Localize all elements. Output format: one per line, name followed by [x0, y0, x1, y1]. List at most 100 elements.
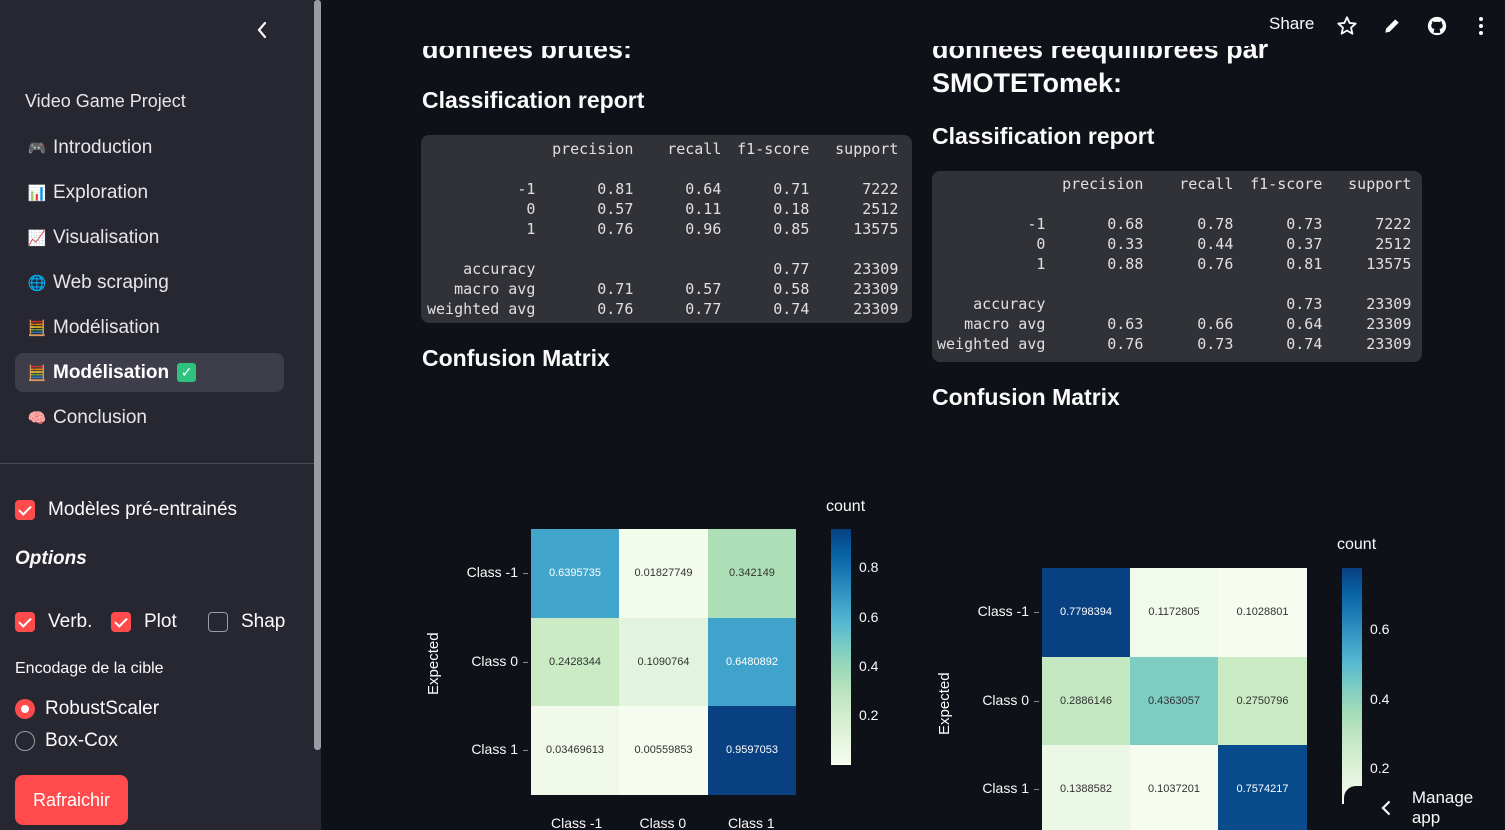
heatmap-ylabel: Expected: [425, 632, 442, 695]
report-cell: f1-score: [737, 140, 810, 158]
report-cell: support: [1348, 175, 1412, 193]
abacus-icon: 🧮: [27, 364, 47, 382]
report-cell: 0.71: [597, 280, 634, 298]
colorbar-tick-label: 0.4: [1370, 690, 1390, 707]
report-cell: 1: [526, 220, 536, 238]
report-cell: 0.73: [1197, 335, 1234, 353]
more-vertical-icon[interactable]: [1469, 14, 1493, 38]
report-spacer-row: [427, 159, 898, 179]
report-cell: 0.77: [773, 260, 810, 278]
colorbar-tick-label: 0.2: [1370, 760, 1390, 777]
heatmap-cell: 0.2750796: [1218, 656, 1307, 745]
encodage-label: Encodage de la cible: [15, 660, 164, 677]
report-cell: 0.74: [773, 300, 810, 318]
heatmap-cell: 0.2886146: [1042, 656, 1130, 745]
nav-item-introduction[interactable]: 🎮 Introduction: [15, 128, 284, 167]
report-cell: -1: [517, 180, 536, 198]
collapse-sidebar-button[interactable]: [248, 16, 276, 44]
report-cell: 0.88: [1107, 255, 1144, 273]
nav-item-modelisation-active[interactable]: 🧮 Modélisation ✓: [15, 353, 284, 392]
report-header-row: precision recall f1-score support: [427, 139, 898, 159]
chevron-left-icon: [1381, 801, 1390, 815]
nav-item-conclusion[interactable]: 🧠 Conclusion: [15, 398, 284, 437]
heatmap-cell: 0.1037201: [1130, 745, 1218, 830]
report-cell: 0.18: [773, 200, 810, 218]
heatmap-row-label: Class 0: [982, 691, 1029, 708]
sidebar-scrollbar[interactable]: [314, 0, 321, 750]
heatmap-cell: 0.7574217: [1218, 745, 1307, 830]
pretrained-checkbox[interactable]: Modèles pré-entrainés: [15, 499, 237, 521]
nav-item-web-scraping[interactable]: 🌐 Web scraping: [15, 263, 284, 302]
report-cell: [427, 139, 535, 159]
heatmap-cell: 0.1172805: [1130, 568, 1218, 657]
nav-item-visualisation[interactable]: 📈 Visualisation: [15, 218, 284, 257]
report-cell: 23309: [853, 280, 899, 298]
report-cell: recall: [667, 140, 722, 158]
nav-item-modelisation[interactable]: 🧮 Modélisation: [15, 308, 284, 347]
star-icon[interactable]: [1335, 14, 1359, 38]
checkbox-unchecked-icon: [208, 612, 228, 632]
report-cell: support: [835, 140, 899, 158]
heatmap-tick: [523, 573, 528, 575]
radio-selected-icon: [15, 699, 35, 719]
pencil-icon[interactable]: [1380, 14, 1404, 38]
report-cell: 0.57: [685, 280, 722, 298]
verb-label: Verb.: [48, 611, 93, 632]
nav-item-exploration[interactable]: 📊 Exploration: [15, 173, 284, 212]
heatmap-cell: 0.00559853: [619, 706, 708, 795]
report-cell: f1-score: [1250, 175, 1323, 193]
manage-app-button[interactable]: Manage app: [1344, 786, 1505, 830]
heatmap-cell: 0.1388582: [1042, 745, 1130, 830]
report-cell: 0.33: [1107, 235, 1144, 253]
report-cell: 0.76: [1197, 255, 1234, 273]
report-cell: accuracy: [973, 295, 1046, 313]
colorbar-title: count: [1337, 536, 1377, 553]
nav-item-label: Visualisation: [53, 226, 160, 248]
chevron-left-icon: [257, 21, 267, 39]
report-cell: 23309: [1366, 295, 1412, 313]
heatmap-row-label: Class 1: [982, 780, 1029, 797]
right-confusion-heading: Confusion Matrix: [932, 384, 1120, 410]
heatmap-col-label: Class 0: [639, 814, 687, 830]
report-spacer-row: [937, 194, 1411, 214]
heatmap-cell: 0.6395735: [531, 529, 619, 618]
report-cell: 1: [1036, 255, 1046, 273]
heatmap-cell: 0.2428344: [531, 617, 619, 706]
report-spacer-row: [427, 239, 898, 259]
report-cell: 2512: [1375, 235, 1412, 253]
report-cell: 0.78: [1197, 215, 1234, 233]
report-row: accuracy 0.73 23309: [937, 294, 1411, 314]
github-icon[interactable]: [1425, 14, 1449, 38]
report-cell: 0: [526, 200, 536, 218]
manage-app-label: Manage app: [1411, 788, 1474, 827]
line-chart-icon: 📈: [27, 229, 47, 247]
refresh-button[interactable]: Rafraichir: [15, 775, 128, 825]
options-label: Options: [15, 548, 87, 569]
report-cell: 0.81: [597, 180, 634, 198]
report-cell: 0.63: [1107, 315, 1144, 333]
plot-checkbox[interactable]: Plot: [111, 611, 177, 633]
verb-checkbox[interactable]: Verb.: [15, 611, 92, 633]
radio-robustscaler[interactable]: RobustScaler: [15, 698, 159, 720]
heatmap-cell: 0.4363057: [1130, 656, 1218, 745]
colorbar-tick-label: 0.2: [859, 706, 879, 723]
report-cell: [633, 259, 721, 279]
nav-item-label: Conclusion: [53, 406, 147, 428]
radio-boxcox[interactable]: Box-Cox: [15, 730, 118, 752]
colorbar-tick-label: 0.6: [1370, 621, 1390, 638]
check-mark-icon: ✓: [177, 363, 197, 382]
shap-label: Shap: [241, 611, 286, 632]
report-cell: macro avg: [964, 315, 1046, 333]
shap-checkbox[interactable]: Shap: [208, 611, 285, 633]
colorbar: [831, 529, 851, 765]
radio-label: RobustScaler: [45, 698, 160, 719]
report-cell: 0.66: [1197, 315, 1234, 333]
colorbar: [1342, 568, 1362, 804]
share-button[interactable]: Share: [1269, 14, 1315, 33]
report-header-row: precision recall f1-score support: [937, 174, 1411, 194]
right-confusion-heatmap: 0.7798394 0.1172805 0.1028801 0.2886146 0.43…: [932, 530, 1402, 830]
sidebar: Video Game Project 🎮 Introduction 📊 Expl…: [0, 0, 314, 830]
report-row: macro avg 0.63 0.66 0.64 23309: [937, 314, 1411, 334]
report-cell: 23309: [853, 300, 899, 318]
report-cell: accuracy: [463, 260, 536, 278]
